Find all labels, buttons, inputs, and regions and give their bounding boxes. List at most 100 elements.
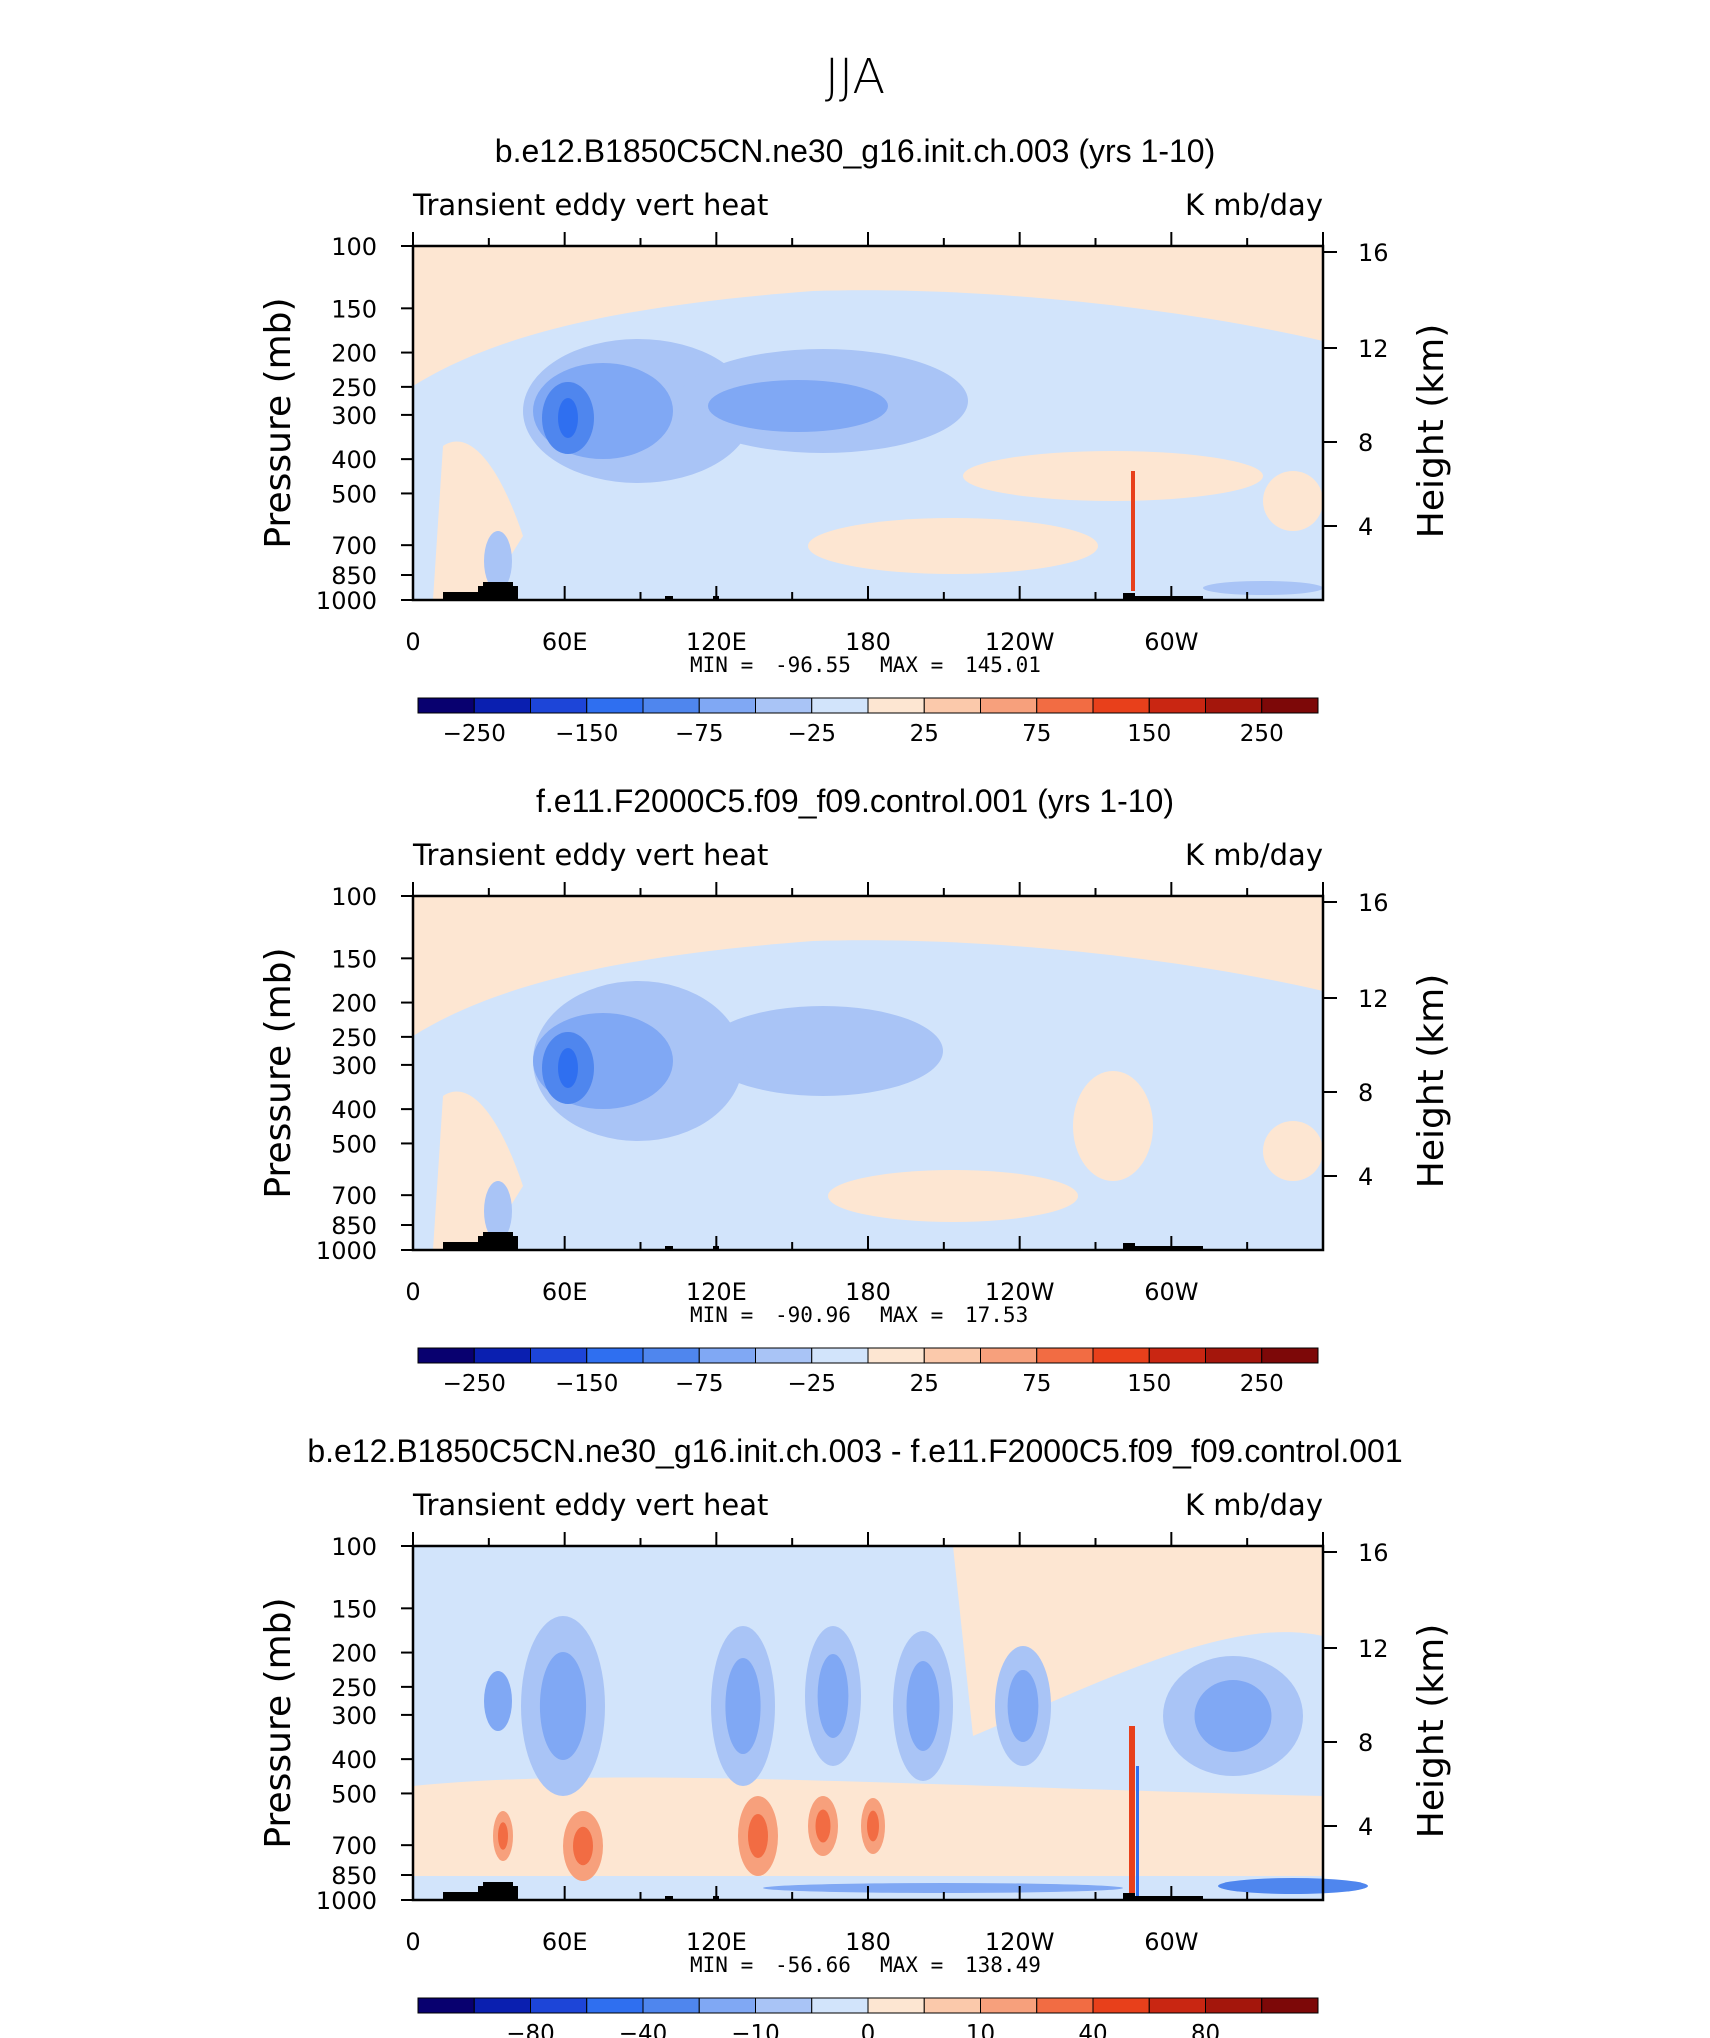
pressure-tick-label: 150 — [331, 295, 377, 323]
cold-core — [743, 1030, 853, 1082]
min-label: MIN = — [690, 1953, 753, 1977]
colorbar-label: 25 — [910, 1371, 939, 1397]
topography — [443, 582, 1203, 600]
colorbar-label: 75 — [1022, 1371, 1051, 1397]
topography-block — [665, 1896, 673, 1900]
colorbar-label: −250 — [443, 721, 506, 747]
topography-block — [483, 1232, 513, 1250]
colorbar-swatch — [1148, 1347, 1206, 1364]
colorbar-swatch — [642, 1997, 700, 2014]
lon-tick-label: 60W — [1144, 628, 1198, 656]
pressure-tick-label: 100 — [331, 1533, 377, 1561]
colorbar: −250 −150 −75 −25 25 75 150 250 — [417, 1347, 1319, 1397]
colorbar-label: 25 — [910, 721, 939, 747]
cold-core — [1136, 1766, 1139, 1896]
lon-tick-label: 60E — [542, 628, 588, 656]
panel-1: b.e12.B1850C5CN.ne30_g16.init.ch.003 (yr… — [258, 133, 1452, 747]
height-tick-label: 4 — [1358, 1163, 1373, 1191]
height-axis: 16 12 8 4 Height (km) — [1323, 889, 1452, 1191]
cold-core — [708, 380, 888, 432]
height-axis: 16 12 8 4 Height (km) — [1323, 1539, 1452, 1841]
min-value: -56.66 — [775, 1953, 851, 1977]
colorbar-swatch — [473, 697, 531, 714]
lon-tick-label: 0 — [405, 1278, 420, 1306]
lon-tick-label: 60E — [542, 1928, 588, 1956]
colorbar-swatch — [1092, 697, 1150, 714]
colorbar-swatch — [530, 1997, 588, 2014]
colorbar-swatch — [811, 697, 869, 714]
pressure-tick-label: 250 — [331, 1674, 377, 1702]
colorbar-swatch — [755, 1997, 813, 2014]
lon-tick-label: 0 — [405, 628, 420, 656]
field-label: Transient eddy vert heat — [412, 1488, 768, 1522]
max-value: 138.49 — [965, 1953, 1041, 1977]
pressure-tick-label: 1000 — [316, 1237, 377, 1265]
height-tick-label: 12 — [1358, 985, 1389, 1013]
topography-block — [483, 1882, 513, 1900]
height-tick-label: 4 — [1358, 513, 1373, 541]
lon-axis: 0 60E 120E 180 120W 60W — [405, 882, 1324, 1306]
colorbar-label: −75 — [675, 1371, 724, 1397]
topography — [443, 1882, 1203, 1900]
colorbar-swatch — [1036, 1347, 1094, 1364]
stats: MIN = -96.55 MAX = 145.01 — [690, 653, 1041, 677]
colorbar-swatch — [1261, 1347, 1319, 1364]
colorbar-swatch — [755, 1347, 813, 1364]
colorbar-swatch — [923, 1997, 981, 2014]
warm-core — [748, 1814, 768, 1858]
colorbar-label: −25 — [787, 1371, 836, 1397]
y-axis-label-right: Height (km) — [1411, 324, 1452, 538]
colorbar-swatch — [867, 697, 925, 714]
topography-block — [483, 582, 513, 600]
topography-block — [1133, 1896, 1203, 1900]
colorbar-label: −150 — [555, 1371, 618, 1397]
pressure-tick-label: 150 — [331, 1595, 377, 1623]
colorbar-label: 250 — [1240, 721, 1284, 747]
colorbar-swatch — [1148, 1997, 1206, 2014]
cold-core — [725, 1658, 761, 1754]
pressure-tick-label: 1000 — [316, 587, 377, 615]
min-value: -90.96 — [775, 1303, 851, 1327]
pressure-tick-label: 500 — [331, 1130, 377, 1158]
cold-core — [817, 1654, 849, 1738]
colorbar-label: 150 — [1127, 1371, 1171, 1397]
height-tick-label: 16 — [1358, 239, 1389, 267]
topography-block — [1123, 1243, 1135, 1250]
colorbar-label: 40 — [1078, 2021, 1107, 2038]
cold-core — [906, 1661, 940, 1751]
y-axis-label-right: Height (km) — [1411, 974, 1452, 1188]
colorbar-swatch — [1261, 697, 1319, 714]
max-label: MAX = — [880, 1303, 943, 1327]
colorbar-label: 80 — [1191, 2021, 1220, 2038]
height-tick-label: 16 — [1358, 889, 1389, 917]
cold-core — [558, 398, 578, 438]
units-label: K mb/day — [1185, 188, 1323, 222]
colorbar-swatch — [755, 697, 813, 714]
pressure-tick-label: 200 — [331, 340, 377, 368]
lon-tick-label: 120W — [985, 628, 1055, 656]
pressure-tick-label: 850 — [331, 1862, 377, 1890]
lon-tick-label: 180 — [845, 1928, 891, 1956]
lon-tick-label: 120E — [686, 1928, 747, 1956]
colorbar-label: 150 — [1127, 721, 1171, 747]
colorbar-swatch — [698, 1997, 756, 2014]
min-label: MIN = — [690, 653, 753, 677]
lon-tick-label: 120W — [985, 1928, 1055, 1956]
height-tick-label: 8 — [1358, 429, 1373, 457]
cold-core — [1203, 581, 1323, 595]
panel-title: b.e12.B1850C5CN.ne30_g16.init.ch.003 - f… — [307, 1433, 1402, 1469]
cold-core — [1007, 1670, 1039, 1742]
lon-tick-label: 120E — [686, 628, 747, 656]
y-axis-label: Pressure (mb) — [258, 1597, 299, 1848]
colorbar-swatch — [923, 697, 981, 714]
pressure-tick-label: 200 — [331, 990, 377, 1018]
pressure-tick-label: 700 — [331, 1832, 377, 1860]
pressure-tick-label: 850 — [331, 1212, 377, 1240]
height-tick-label: 4 — [1358, 1813, 1373, 1841]
pressure-tick-label: 100 — [331, 233, 377, 261]
lon-axis: 0 60E 120E 180 120W 60W — [405, 232, 1324, 656]
pressure-tick-label: 400 — [331, 446, 377, 474]
pressure-tick-label: 300 — [331, 1702, 377, 1730]
lon-tick-label: 60W — [1144, 1928, 1198, 1956]
